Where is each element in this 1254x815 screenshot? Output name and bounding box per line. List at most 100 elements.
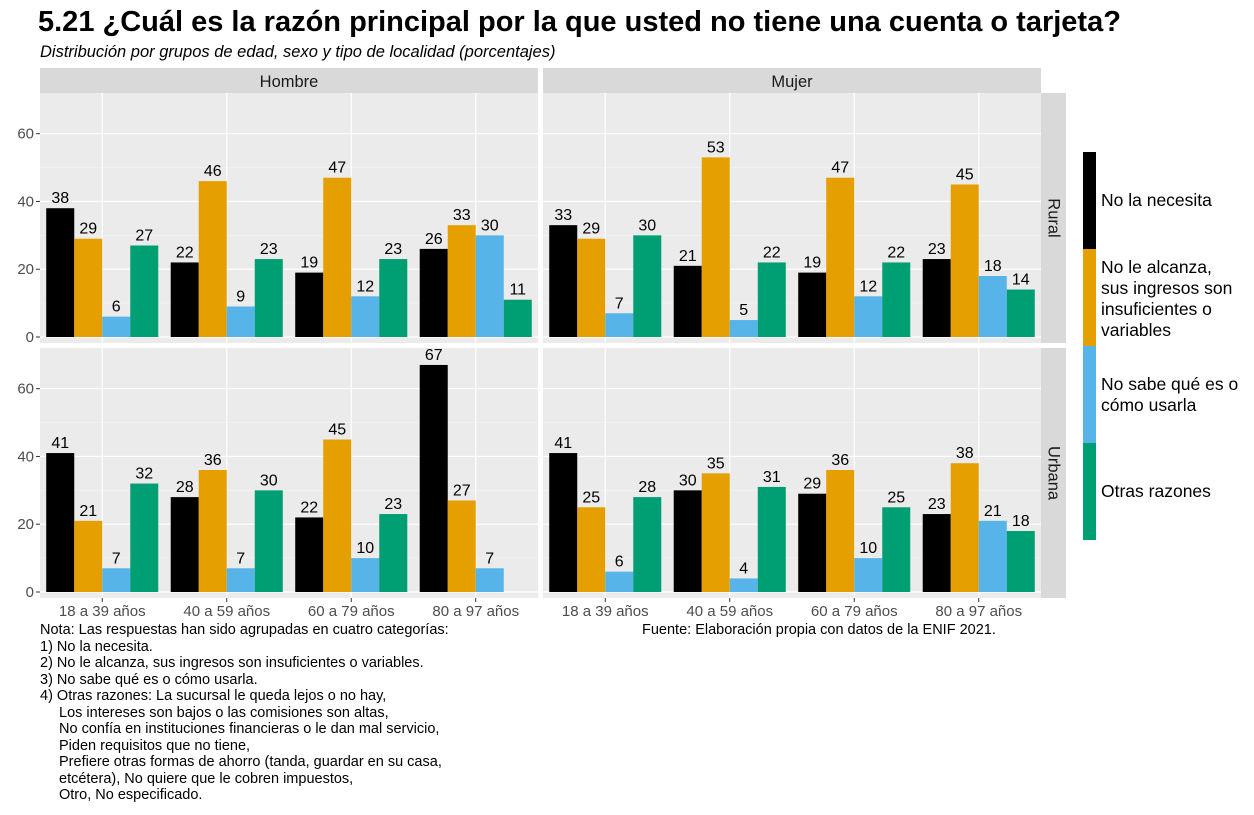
data-label: 10 bbox=[859, 540, 877, 557]
facet-strip-label: Urbana bbox=[1045, 446, 1063, 501]
bar bbox=[503, 299, 532, 337]
bar bbox=[882, 507, 911, 592]
bar bbox=[74, 238, 103, 337]
data-label: 23 bbox=[384, 496, 402, 513]
x-tick-label: 80 a 97 años bbox=[935, 603, 1022, 620]
data-label: 25 bbox=[582, 489, 600, 506]
footnote-line: 4) Otras razones: La sucursal le queda l… bbox=[40, 688, 387, 704]
bar bbox=[323, 439, 352, 592]
data-label: 30 bbox=[481, 217, 499, 234]
data-label: 30 bbox=[638, 217, 656, 234]
bar bbox=[74, 520, 103, 592]
footnote-line: 3) No sabe qué es o cómo usarla. bbox=[40, 671, 258, 688]
source-note: Fuente: Elaboración propia con datos de … bbox=[642, 622, 996, 638]
bar bbox=[729, 320, 758, 337]
data-label: 28 bbox=[176, 479, 194, 496]
data-label: 23 bbox=[928, 241, 946, 258]
data-label: 21 bbox=[79, 503, 97, 520]
data-label: 21 bbox=[679, 248, 697, 265]
bar bbox=[673, 490, 702, 592]
bar bbox=[882, 262, 911, 337]
bar bbox=[633, 497, 662, 592]
data-label: 7 bbox=[485, 550, 494, 567]
data-label: 38 bbox=[51, 190, 69, 207]
bar bbox=[351, 296, 380, 337]
bar bbox=[351, 558, 380, 592]
bar bbox=[854, 296, 883, 337]
x-tick-label: 18 a 39 años bbox=[59, 603, 146, 620]
data-label: 33 bbox=[453, 207, 471, 224]
footnote-line: 1) No la necesita. bbox=[40, 638, 153, 655]
bar bbox=[419, 248, 448, 337]
legend-item-no-le-alcanza: No le alcanza, sus ingresos son insufici… bbox=[1083, 249, 1253, 346]
legend-item-no-la-necesita: No la necesita bbox=[1083, 152, 1253, 249]
data-label: 36 bbox=[204, 452, 222, 469]
bar bbox=[605, 313, 634, 337]
data-label: 4 bbox=[739, 560, 748, 577]
bar bbox=[757, 486, 786, 592]
y-tick-label: 20 bbox=[17, 516, 34, 533]
y-tick-label: 0 bbox=[26, 584, 34, 601]
data-label: 29 bbox=[79, 221, 97, 238]
bar bbox=[757, 262, 786, 337]
legend-swatch bbox=[1083, 443, 1096, 540]
bar bbox=[549, 225, 578, 337]
bar bbox=[379, 514, 408, 592]
bar bbox=[549, 453, 578, 592]
footnote-line: Prefiere otras formas de ahorro (tanda, … bbox=[59, 754, 442, 770]
footnote-line: No confía en instituciones financieras o… bbox=[59, 721, 440, 737]
data-label: 22 bbox=[300, 499, 318, 516]
data-label: 53 bbox=[707, 139, 725, 156]
data-label: 30 bbox=[679, 472, 697, 489]
bar bbox=[419, 364, 448, 592]
data-label: 47 bbox=[831, 160, 849, 177]
bar bbox=[102, 568, 131, 592]
bar bbox=[254, 490, 283, 592]
bar bbox=[254, 259, 283, 337]
data-label: 7 bbox=[615, 295, 624, 312]
bar bbox=[447, 225, 476, 337]
bar bbox=[729, 578, 758, 592]
bar bbox=[170, 497, 199, 592]
legend-swatch bbox=[1083, 249, 1096, 346]
data-label: 23 bbox=[260, 241, 278, 258]
legend-label: No sabe qué es o cómo usarla bbox=[1101, 374, 1239, 415]
legend-swatch bbox=[1083, 346, 1096, 443]
bar bbox=[701, 473, 730, 592]
x-tick-label: 40 a 59 años bbox=[686, 603, 773, 620]
bar bbox=[379, 259, 408, 337]
data-label: 30 bbox=[260, 472, 278, 489]
facet-strip-rural bbox=[1041, 93, 1066, 343]
data-label: 6 bbox=[112, 299, 121, 316]
data-label: 11 bbox=[509, 282, 526, 299]
bar bbox=[475, 568, 504, 592]
y-tick-label: 0 bbox=[26, 329, 34, 346]
y-tick-label: 20 bbox=[17, 261, 34, 278]
data-label: 7 bbox=[112, 550, 121, 567]
bar bbox=[798, 272, 827, 337]
facet-strip-mujer bbox=[543, 68, 1041, 93]
data-label: 19 bbox=[803, 255, 821, 272]
bar bbox=[798, 493, 827, 592]
bar bbox=[447, 500, 476, 592]
data-label: 67 bbox=[425, 347, 443, 364]
bar bbox=[295, 272, 324, 337]
bar bbox=[102, 316, 131, 337]
data-label: 36 bbox=[831, 452, 849, 469]
data-label: 21 bbox=[984, 503, 1002, 520]
footnote-line: Otro, No especificado. bbox=[59, 787, 203, 803]
data-label: 31 bbox=[763, 469, 781, 486]
data-label: 19 bbox=[300, 255, 318, 272]
bar bbox=[198, 181, 227, 337]
bar bbox=[577, 507, 606, 592]
data-label: 12 bbox=[859, 278, 877, 295]
data-label: 41 bbox=[554, 435, 572, 452]
y-tick-label: 40 bbox=[17, 448, 34, 465]
bar bbox=[226, 306, 255, 337]
facet-strip-urbana bbox=[1041, 348, 1066, 598]
data-label: 35 bbox=[707, 455, 725, 472]
data-label: 23 bbox=[384, 241, 402, 258]
x-tick-label: 60 a 79 años bbox=[811, 603, 898, 620]
data-label: 27 bbox=[135, 228, 153, 245]
data-label: 18 bbox=[984, 258, 1002, 275]
